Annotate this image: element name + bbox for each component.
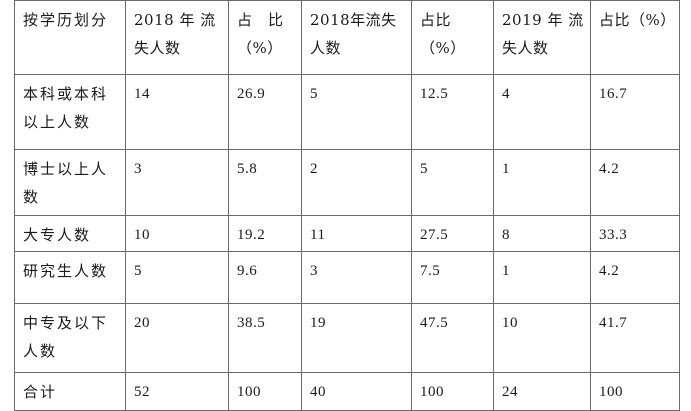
- table-cell: 20: [125, 303, 229, 373]
- table-cell: 52: [125, 372, 229, 411]
- table-row-total: 合计 52 100 40 100 24 100: [14, 372, 680, 411]
- header-cell-education: 按学历划分: [14, 0, 126, 75]
- table-cell: 12.5: [411, 74, 494, 150]
- table-cell: 33.3: [590, 215, 680, 252]
- table-cell: 7.5: [411, 251, 494, 304]
- table-cell: 8: [493, 215, 591, 252]
- row-label: 本科或本科以上人数: [14, 74, 126, 150]
- table-cell: 24: [493, 372, 591, 411]
- header-cell-2019-dropout: 2019 年 流失人数: [493, 0, 591, 75]
- table-cell: 26.9: [228, 74, 302, 150]
- table-cell: 19.2: [228, 215, 302, 252]
- table-cell: 41.7: [590, 303, 680, 373]
- table-cell: 5: [411, 149, 494, 216]
- table-row: 大专人数 10 19.2 11 27.5 8 33.3: [14, 215, 680, 252]
- table-cell: 4.2: [590, 251, 680, 304]
- table-cell: 5: [301, 74, 412, 150]
- row-label: 博士以上人数: [14, 149, 126, 216]
- header-cell-share-c: 占比（%）: [590, 0, 680, 75]
- row-label: 中专及以下人数: [14, 303, 126, 373]
- row-label: 研究生人数: [14, 251, 126, 304]
- table-cell: 11: [301, 215, 412, 252]
- table-cell: 4.2: [590, 149, 680, 216]
- table-cell: 1: [493, 149, 591, 216]
- table-cell: 5: [125, 251, 229, 304]
- table-cell: 100: [590, 372, 680, 411]
- table-cell: 3: [125, 149, 229, 216]
- table-cell: 2: [301, 149, 412, 216]
- row-label: 大专人数: [14, 215, 126, 252]
- table-cell: 27.5: [411, 215, 494, 252]
- table-cell: 14: [125, 74, 229, 150]
- table-cell: 16.7: [590, 74, 680, 150]
- table-header-row: 按学历划分 2018 年 流失人数 占 比 （%） 2018年流失人数 占比（%…: [14, 0, 680, 75]
- table-row: 本科或本科以上人数 14 26.9 5 12.5 4 16.7: [14, 74, 680, 150]
- table-cell: 47.5: [411, 303, 494, 373]
- header-cell-share-a: 占 比 （%）: [228, 0, 302, 75]
- header-cell-share-b: 占比（%）: [411, 0, 494, 75]
- table-row: 中专及以下人数 20 38.5 19 47.5 10 41.7: [14, 303, 680, 373]
- table-cell: 3: [301, 251, 412, 304]
- table-cell: 9.6: [228, 251, 302, 304]
- table-cell: 10: [125, 215, 229, 252]
- table-cell: 19: [301, 303, 412, 373]
- table-cell: 5.8: [228, 149, 302, 216]
- table-cell: 38.5: [228, 303, 302, 373]
- dropout-by-education-table: 按学历划分 2018 年 流失人数 占 比 （%） 2018年流失人数 占比（%…: [14, 0, 680, 411]
- table-row: 博士以上人数 3 5.8 2 5 1 4.2: [14, 149, 680, 216]
- table-cell: 1: [493, 251, 591, 304]
- table-cell: 100: [411, 372, 494, 411]
- table-cell: 4: [493, 74, 591, 150]
- table-cell: 40: [301, 372, 412, 411]
- table-cell: 100: [228, 372, 302, 411]
- header-cell-2018-dropout-a: 2018 年 流失人数: [125, 0, 229, 75]
- table-cell: 10: [493, 303, 591, 373]
- row-label: 合计: [14, 372, 126, 411]
- header-cell-2018-dropout-b: 2018年流失人数: [301, 0, 412, 75]
- table-row: 研究生人数 5 9.6 3 7.5 1 4.2: [14, 251, 680, 304]
